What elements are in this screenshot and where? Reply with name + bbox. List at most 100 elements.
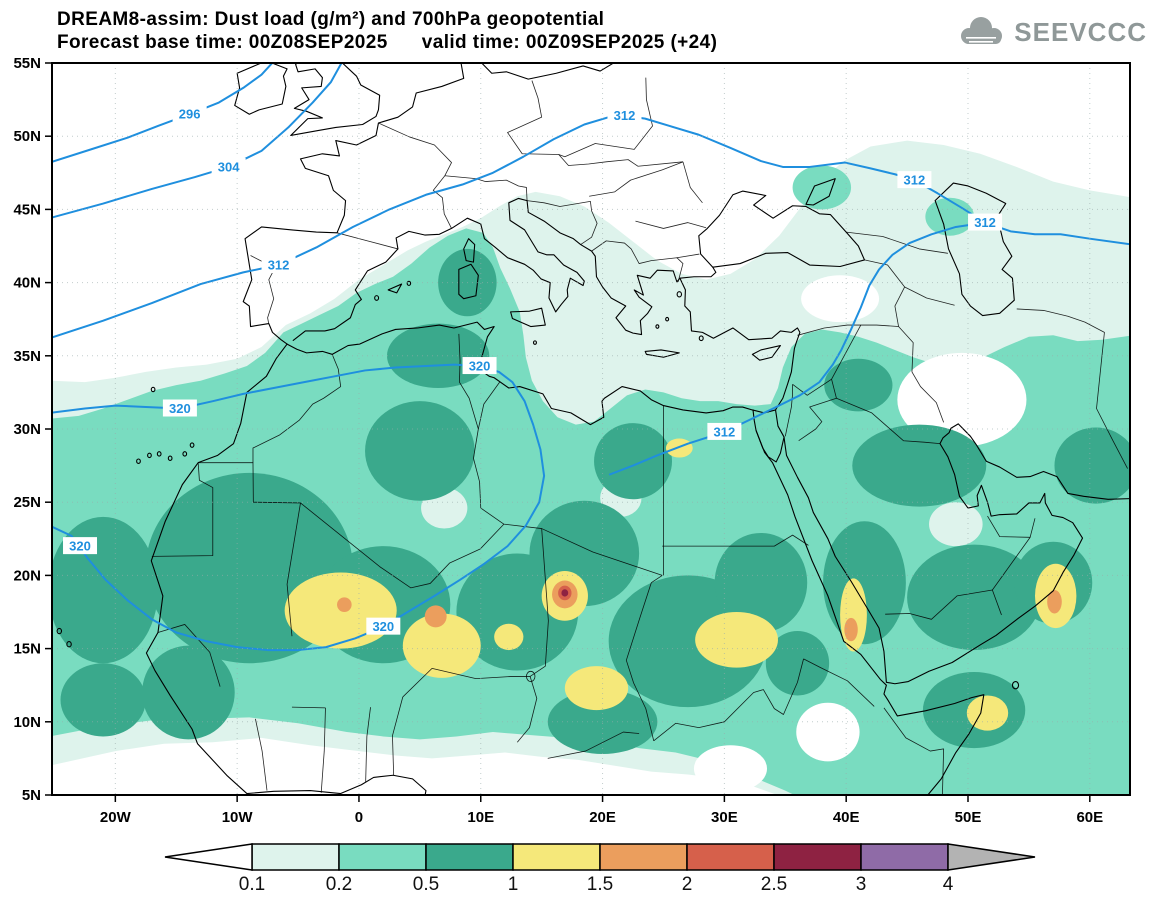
lat-axis-label: 15N (13, 641, 41, 658)
axis-labels: 55N 50N 45N 40N 35N 30N 25N 20N 15N 10N 5N 20W 10W 0 1… (13, 55, 1103, 826)
dust-fill-region (665, 438, 693, 458)
island (57, 628, 61, 633)
country-border (592, 241, 683, 282)
coastline (293, 198, 716, 340)
coastline (753, 410, 984, 796)
contour-label-box (162, 399, 197, 417)
island (407, 281, 410, 285)
geopotential-contour-320 (50, 365, 545, 650)
country-border (884, 708, 944, 795)
dust-fill-region (1047, 590, 1062, 614)
contour-label-box (172, 105, 207, 123)
country-border (677, 254, 700, 258)
dust-fill-region (564, 666, 629, 711)
geopotential-contour-304 (50, 60, 344, 218)
geopotential-contour-296 (50, 60, 275, 162)
axis-ticks (45, 62, 1091, 802)
dust-fill-region (852, 424, 987, 507)
contour-label-box (63, 537, 98, 555)
contour-labels: 296 304 312 312 312 312 312 320 320 320 320 (63, 105, 1003, 635)
seevccc-logo: SEEVCCC (956, 14, 1147, 50)
coastline (243, 61, 463, 344)
country-border (152, 463, 213, 557)
colorbar-segment (338, 843, 427, 871)
country-border (654, 659, 804, 741)
dust-fill-region (925, 197, 975, 236)
colorbar-label: 2.5 (761, 874, 787, 895)
colorbar-label: 4 (943, 874, 954, 895)
coastlines-layer (57, 61, 1132, 797)
dust-fill-region (561, 589, 569, 597)
colorbar-label: 3 (856, 874, 867, 895)
coastline (388, 284, 401, 293)
island (656, 325, 659, 329)
country-border (530, 529, 548, 677)
dust-fill-region (693, 745, 768, 793)
country-border (635, 221, 706, 228)
dust-fill-region (594, 423, 673, 500)
lat-axis-label: 25N (13, 494, 41, 511)
country-border (527, 201, 597, 245)
contour-label: 320 (69, 539, 91, 554)
chart-subtitle: Forecast base time: 00Z08SEP2025 valid t… (57, 32, 718, 53)
island (151, 387, 155, 391)
island (183, 452, 187, 456)
country-border (836, 398, 940, 443)
lon-axis-label: 20W (100, 809, 132, 826)
lat-axis-label: 10N (13, 714, 41, 731)
coastline (680, 278, 800, 410)
lon-axis-label: 40E (833, 809, 860, 826)
country-border (626, 575, 662, 740)
country-border (337, 233, 398, 249)
coastline (287, 322, 775, 424)
country-border (321, 708, 325, 793)
island (375, 296, 379, 301)
country-border (899, 327, 944, 423)
country-border (445, 176, 527, 201)
dust-fill-region (714, 532, 808, 633)
dust-fill-region (1054, 427, 1130, 504)
dust-fill-region (402, 613, 481, 678)
colorbar-segment (425, 843, 514, 871)
coastline (480, 61, 618, 79)
dust-fill-region (824, 358, 893, 412)
lat-axis-label: 5N (22, 787, 41, 804)
logo-text: SEEVCCC (1014, 16, 1147, 47)
lon-axis-label: 10E (467, 809, 494, 826)
island (534, 341, 537, 345)
dust-fill-region (966, 695, 1009, 731)
country-border (548, 732, 639, 758)
coastline (511, 308, 546, 326)
country-border (255, 719, 267, 791)
coastline (291, 61, 380, 136)
colorbar-under-arrow (164, 843, 253, 871)
contour-label-box (897, 171, 932, 189)
dust-fill-layer (52, 140, 1130, 795)
country-border (589, 162, 683, 196)
lon-axis-label: 30E (711, 809, 738, 826)
contour-label: 296 (179, 107, 201, 122)
lon-axis-label: 50E (955, 809, 982, 826)
country-border (378, 123, 451, 228)
chart-titles: DREAM8-assim: Dust load (g/m²) and 700hP… (57, 8, 717, 54)
coastline (752, 346, 780, 361)
coastline (464, 239, 475, 262)
coastline (459, 264, 478, 298)
country-border (885, 590, 1001, 619)
contour-label: 312 (714, 424, 736, 439)
contour-label: 320 (469, 359, 491, 374)
contour-label: 320 (169, 401, 191, 416)
country-border (517, 676, 536, 742)
island (1012, 682, 1018, 689)
country-border (287, 503, 300, 636)
contour-label: 312 (904, 173, 926, 188)
island (666, 317, 669, 321)
dust-fill-region (840, 578, 867, 652)
contour-label-box (607, 106, 642, 124)
lake-chad (526, 671, 535, 681)
geopotential-contour-312-north (50, 116, 1133, 339)
dust-fill-region (907, 544, 1042, 651)
country-border (1017, 309, 1128, 469)
country-border (987, 516, 1030, 537)
country-border (392, 697, 402, 775)
